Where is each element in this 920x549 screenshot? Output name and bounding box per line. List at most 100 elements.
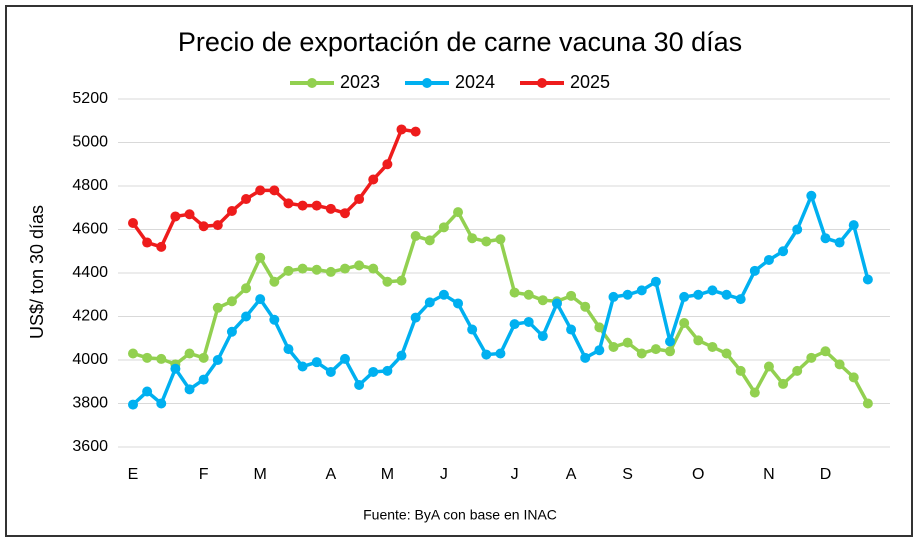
point-marker [283,198,294,209]
point-marker [721,289,732,300]
point-marker [537,295,548,306]
point-marker [566,290,577,301]
point-marker [862,398,873,409]
point-marker [834,359,845,370]
point-marker [820,233,831,244]
point-marker [226,296,237,307]
point-marker [198,221,209,232]
point-marker [283,344,294,355]
chart-title: Precio de exportación de carne vacuna 30… [178,27,742,57]
point-marker [269,314,280,325]
chart-frame [5,5,913,537]
y-tick-label: 4200 [72,308,108,325]
point-marker [128,348,138,359]
point-marker [820,346,831,357]
source-note: Fuente: ByA con base en INAC [363,507,557,523]
x-tick-label: A [326,466,337,483]
point-marker [142,237,153,248]
point-marker [382,276,393,287]
point-marker [509,319,520,330]
y-axis-label: US$/ ton 30 días [27,205,47,339]
legend-marker [307,78,317,88]
point-marker [509,287,520,298]
point-marker [665,336,676,347]
point-marker [735,294,746,305]
point-marker [481,349,492,360]
x-tick-label: D [820,466,832,483]
x-tick-label: M [254,466,267,483]
point-marker [311,264,322,275]
point-marker [198,374,209,385]
point-marker [241,283,252,294]
point-marker [622,337,633,348]
point-marker [128,399,138,410]
point-marker [650,276,661,287]
y-tick-label: 4000 [72,351,108,368]
point-marker [325,366,336,377]
point-marker [156,398,167,409]
point-marker [424,297,435,308]
point-marker [523,316,534,327]
point-marker [693,289,704,300]
point-marker [848,372,859,383]
y-tick-label: 3600 [72,438,108,455]
point-marker [184,348,195,359]
point-marker [453,207,464,218]
point-marker [241,194,252,205]
point-marker [862,274,873,285]
point-marker [269,185,280,196]
point-marker [848,220,859,231]
point-marker [580,352,591,363]
point-marker [255,294,266,305]
point-marker [354,260,365,271]
point-marker [339,263,350,274]
x-tick-label: F [199,466,209,483]
x-tick-label: M [381,466,394,483]
point-marker [424,235,435,246]
point-marker [495,348,506,359]
point-marker [128,217,138,228]
point-marker [707,285,718,296]
point-marker [721,348,732,359]
point-marker [368,174,379,185]
point-marker [255,185,266,196]
y-tick-label: 4400 [72,264,108,281]
point-marker [325,203,336,214]
point-marker [580,301,591,312]
point-marker [170,363,181,374]
point-marker [382,159,393,170]
point-marker [212,302,223,313]
x-tick-label: A [566,466,577,483]
legend-label: 2023 [340,72,380,92]
point-marker [382,365,393,376]
point-marker [608,291,619,302]
point-marker [834,237,845,248]
x-tick-label: O [692,466,704,483]
point-marker [255,252,266,263]
point-marker [453,298,464,309]
point-marker [311,200,322,211]
point-marker [156,353,167,364]
point-marker [551,298,562,309]
point-marker [438,289,449,300]
point-marker [339,353,350,364]
point-marker [354,380,365,391]
point-marker [142,352,153,363]
point-marker [792,224,803,235]
point-marker [665,346,676,357]
x-tick-label: S [622,466,633,483]
point-marker [325,266,336,277]
point-marker [184,384,195,395]
point-marker [778,378,789,389]
point-marker [679,318,690,329]
point-marker [608,341,619,352]
point-marker [170,211,181,222]
point-marker [410,126,421,137]
point-marker [269,276,280,287]
x-tick-label: J [511,466,519,483]
point-marker [297,361,308,372]
legend-label: 2025 [570,72,610,92]
point-marker [467,324,478,335]
point-marker [622,289,633,300]
